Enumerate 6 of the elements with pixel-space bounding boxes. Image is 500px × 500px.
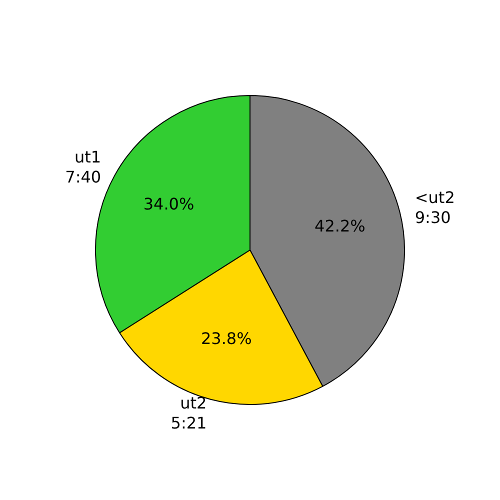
data-label: 42.2%: [314, 216, 366, 236]
slice-label: ut2 5:21: [170, 394, 207, 432]
slice-label: ut1 7:40: [65, 147, 102, 186]
data-label: 34.0%: [143, 194, 194, 214]
data-label: 23.8%: [200, 328, 252, 348]
slice-label: <ut2 9:30: [414, 188, 455, 227]
